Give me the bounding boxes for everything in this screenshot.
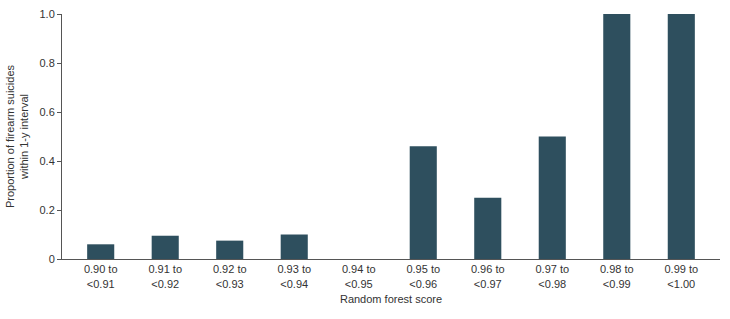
svg-text:0.98 to<0.99: 0.98 to<0.99 bbox=[600, 263, 634, 289]
svg-text:0.95 to<0.96: 0.95 to<0.96 bbox=[406, 263, 440, 289]
svg-text:0.99 to<1.00: 0.99 to<1.00 bbox=[664, 263, 698, 289]
svg-text:0.4: 0.4 bbox=[40, 155, 55, 167]
svg-text:0: 0 bbox=[49, 253, 55, 265]
svg-text:0.94 to<0.95: 0.94 to<0.95 bbox=[342, 263, 376, 289]
svg-text:0.90 to<0.91: 0.90 to<0.91 bbox=[84, 263, 118, 289]
svg-text:0.2: 0.2 bbox=[40, 204, 55, 216]
svg-text:Proportion of firearm suicides: Proportion of firearm suicideswithin 1-y… bbox=[4, 64, 30, 208]
svg-text:0.91 to<0.92: 0.91 to<0.92 bbox=[148, 263, 182, 289]
svg-text:0.96 to<0.97: 0.96 to<0.97 bbox=[471, 263, 505, 289]
svg-text:0.97 to<0.98: 0.97 to<0.98 bbox=[535, 263, 569, 289]
svg-text:0.8: 0.8 bbox=[40, 57, 55, 69]
svg-text:1.0: 1.0 bbox=[40, 8, 55, 20]
svg-text:0.6: 0.6 bbox=[40, 106, 55, 118]
svg-text:Random forest score: Random forest score bbox=[340, 293, 442, 305]
svg-text:0.93 to<0.94: 0.93 to<0.94 bbox=[277, 263, 311, 289]
svg-text:0.92 to<0.93: 0.92 to<0.93 bbox=[213, 263, 247, 289]
